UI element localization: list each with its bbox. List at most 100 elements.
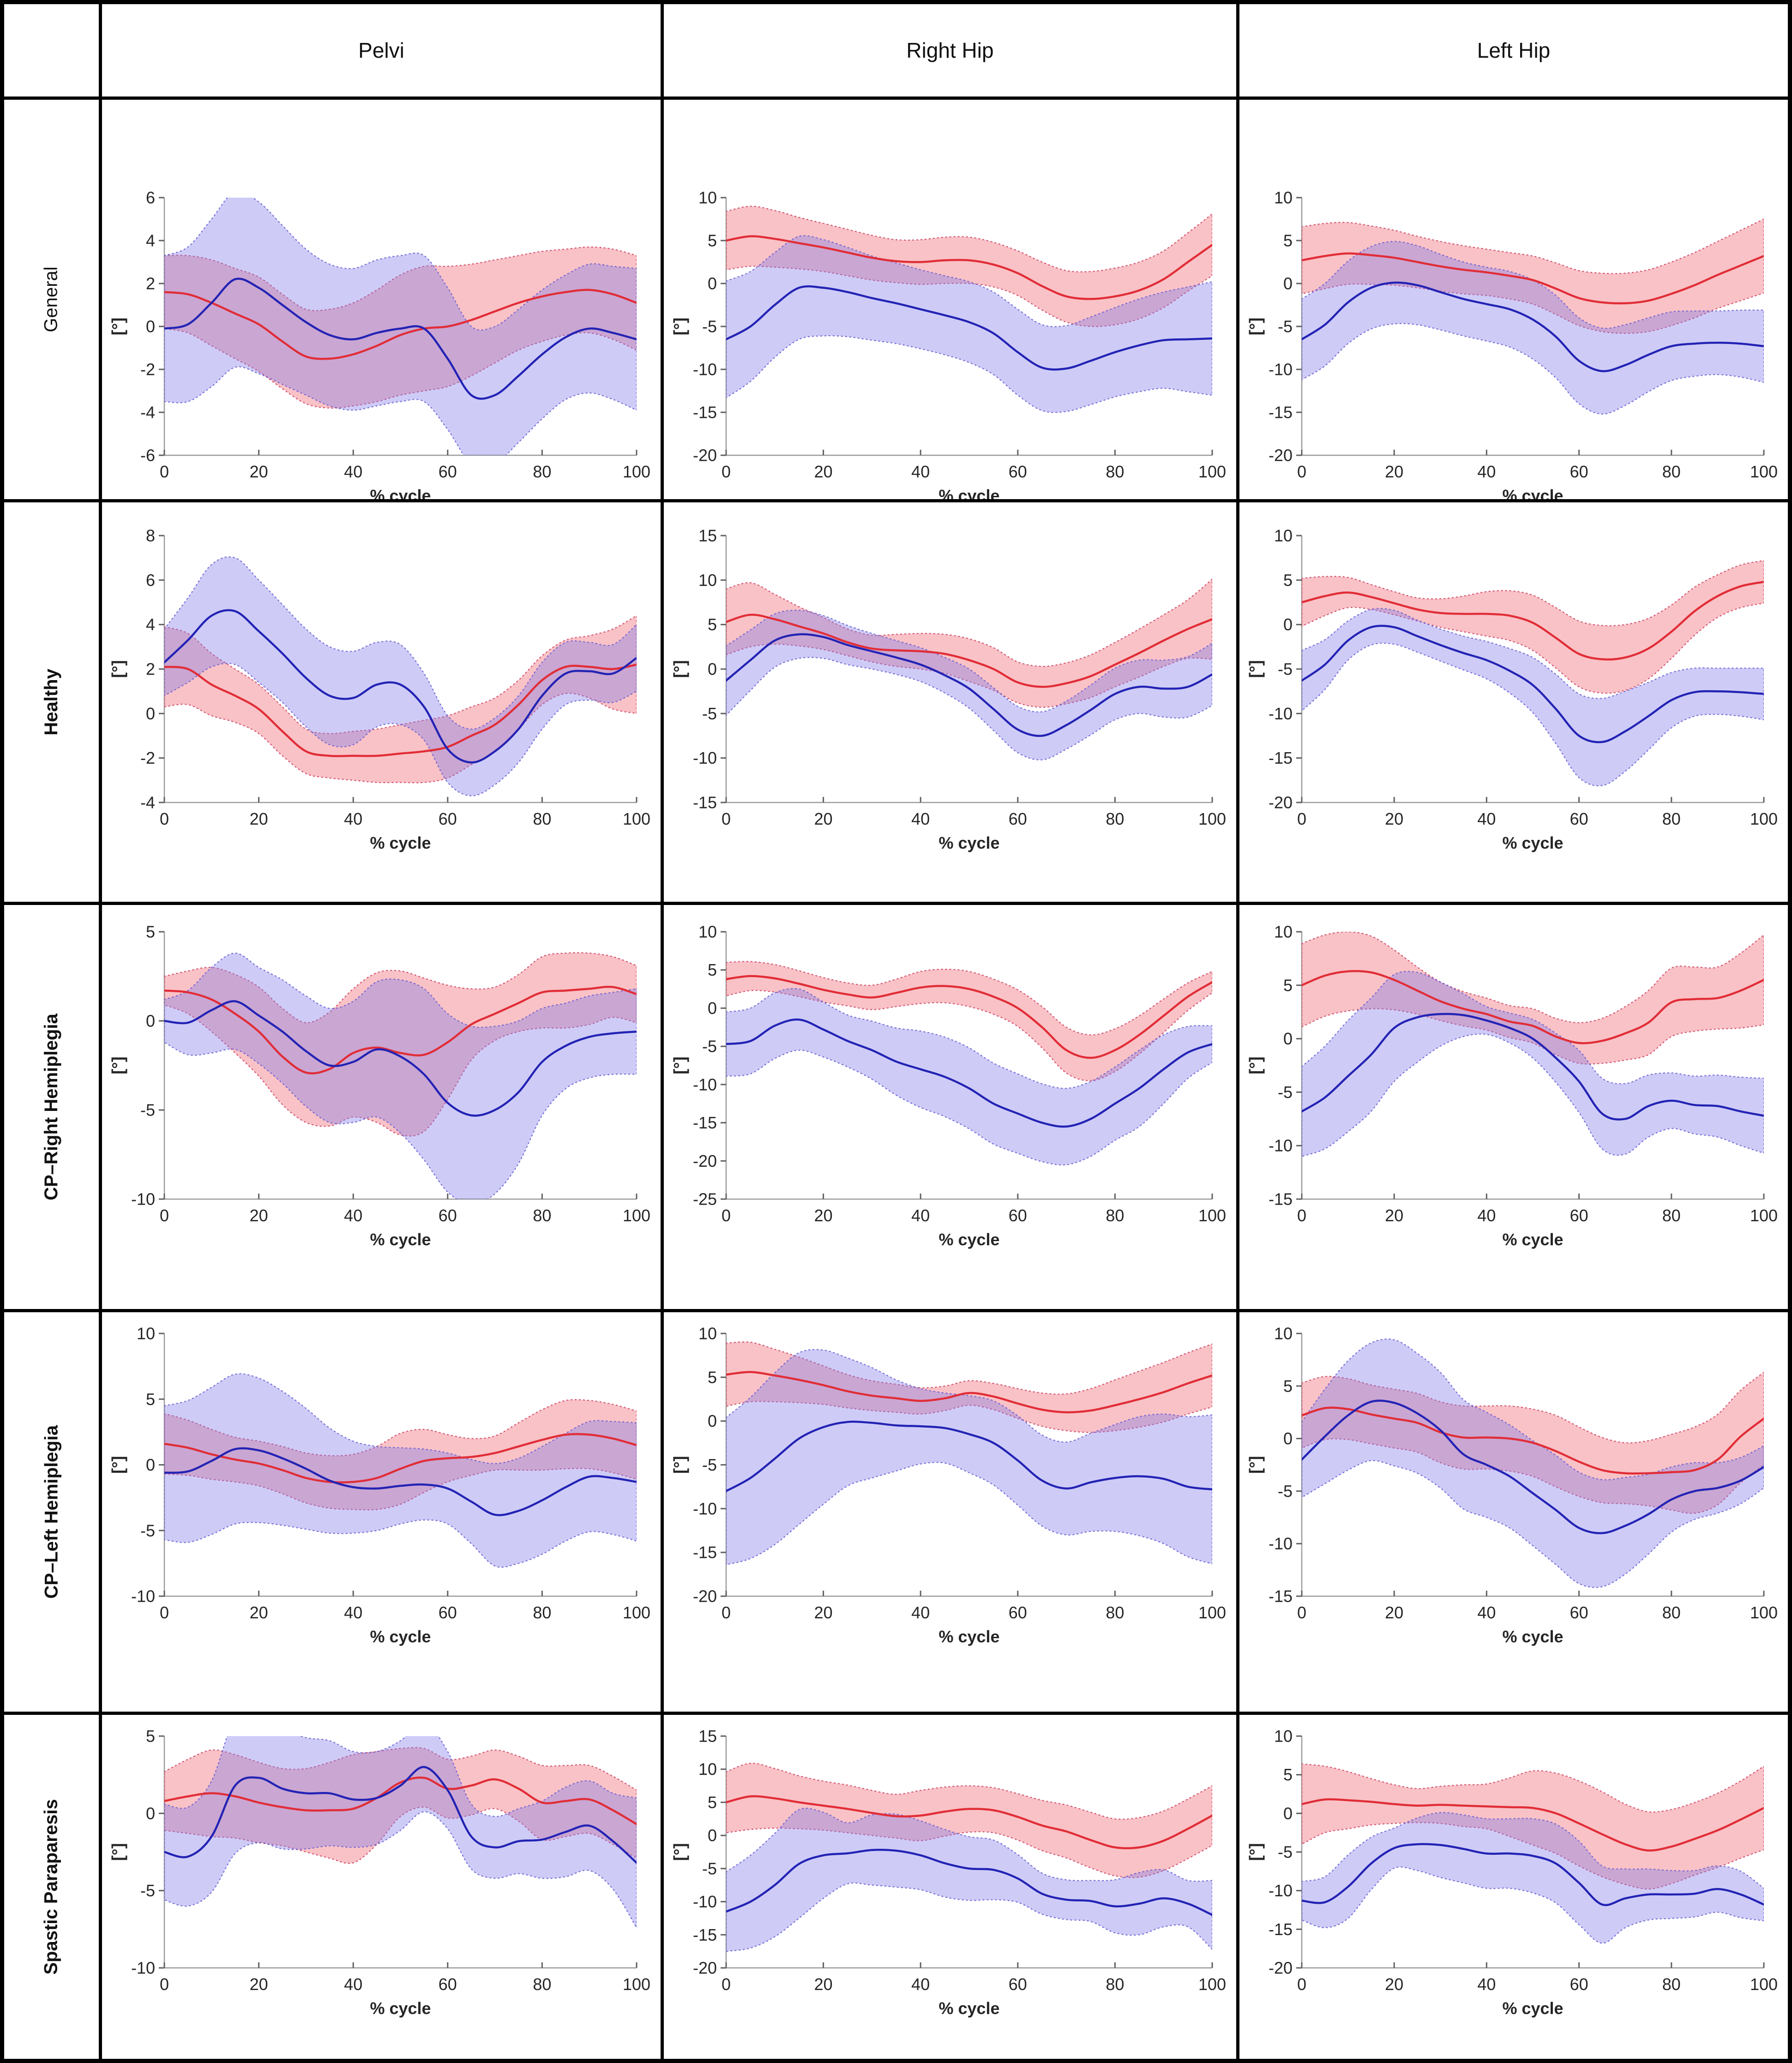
- svg-text:60: 60: [1570, 809, 1588, 828]
- svg-text:40: 40: [911, 809, 930, 828]
- svg-text:0: 0: [160, 1603, 169, 1622]
- svg-text:60: 60: [1570, 1975, 1588, 1994]
- svg-text:-15: -15: [1269, 748, 1293, 767]
- svg-text:60: 60: [1009, 1603, 1027, 1622]
- svg-text:-5: -5: [140, 1101, 155, 1120]
- svg-text:80: 80: [1662, 1206, 1681, 1225]
- svg-text:100: 100: [1198, 1603, 1226, 1622]
- svg-text:% cycle: % cycle: [938, 1230, 999, 1249]
- svg-text:60: 60: [439, 1206, 457, 1225]
- svg-text:[°]: [°]: [108, 318, 127, 335]
- svg-text:[°]: [°]: [1246, 660, 1265, 678]
- svg-text:0: 0: [1283, 274, 1293, 293]
- svg-text:% cycle: % cycle: [370, 1230, 431, 1249]
- svg-text:0: 0: [1297, 1603, 1306, 1622]
- svg-text:0: 0: [160, 462, 169, 481]
- svg-text:5: 5: [708, 231, 717, 250]
- svg-text:-4: -4: [140, 793, 155, 812]
- svg-text:60: 60: [1009, 1206, 1027, 1225]
- svg-text:0: 0: [722, 1975, 731, 1994]
- svg-text:15: 15: [698, 526, 717, 545]
- svg-text:100: 100: [1750, 1603, 1778, 1622]
- column-header-label: Right Hip: [906, 38, 994, 62]
- svg-text:-20: -20: [1269, 446, 1293, 465]
- svg-text:0: 0: [146, 1455, 155, 1474]
- svg-text:10: 10: [1274, 1324, 1293, 1343]
- svg-text:-15: -15: [1269, 1190, 1293, 1209]
- svg-text:80: 80: [533, 1206, 551, 1225]
- corner-cell: [4, 4, 99, 97]
- svg-text:40: 40: [344, 1206, 362, 1225]
- svg-text:20: 20: [814, 809, 833, 828]
- svg-text:[°]: [°]: [108, 660, 127, 678]
- svg-text:-5: -5: [1278, 660, 1293, 679]
- svg-text:40: 40: [1477, 462, 1496, 481]
- svg-text:-5: -5: [1278, 1482, 1293, 1501]
- svg-text:60: 60: [439, 809, 457, 828]
- svg-text:80: 80: [533, 809, 551, 828]
- svg-text:[°]: [°]: [1246, 1056, 1265, 1074]
- svg-text:10: 10: [698, 188, 717, 207]
- svg-text:[°]: [°]: [670, 1456, 689, 1473]
- svg-text:-5: -5: [1278, 317, 1293, 336]
- svg-text:20: 20: [814, 1603, 833, 1622]
- svg-text:0: 0: [146, 704, 155, 723]
- svg-text:% cycle: % cycle: [938, 486, 999, 499]
- svg-text:10: 10: [698, 923, 717, 941]
- svg-text:[°]: [°]: [108, 1456, 127, 1473]
- column-header-right-hip: Right Hip: [664, 4, 1236, 97]
- svg-text:10: 10: [137, 1324, 155, 1343]
- svg-text:4: 4: [146, 231, 155, 250]
- row-label-cp-right-hemiplegia: CP–Right Hemiplegia: [4, 905, 99, 1309]
- svg-text:[°]: [°]: [108, 1843, 127, 1861]
- row-label-text: CP–Right Hemiplegia: [41, 1013, 62, 1200]
- svg-text:40: 40: [1477, 1603, 1496, 1622]
- svg-text:5: 5: [1283, 231, 1293, 250]
- chart-spastic-pelvi: -10 -5 0 5 0 20 40 60 80 100 % cycle [°]: [108, 1727, 650, 2018]
- svg-text:60: 60: [439, 1975, 457, 1994]
- svg-text:15: 15: [698, 1727, 717, 1746]
- plot-cell-cp-right-right-hip: -25 -20 -15 -10 -5 0 5 10 0 20 40 60 80 100% cycle [°]: [664, 905, 1236, 1309]
- svg-text:5: 5: [708, 1368, 717, 1387]
- svg-text:-20: -20: [1269, 1959, 1293, 1978]
- svg-text:20: 20: [1385, 462, 1403, 481]
- svg-text:40: 40: [1477, 1975, 1496, 1994]
- svg-text:0: 0: [1283, 1804, 1293, 1823]
- svg-text:% cycle: % cycle: [1502, 833, 1563, 852]
- svg-text:% cycle: % cycle: [1502, 486, 1563, 499]
- svg-text:100: 100: [623, 1975, 650, 1994]
- svg-text:-5: -5: [702, 1037, 717, 1056]
- svg-text:% cycle: % cycle: [938, 1627, 999, 1646]
- svg-text:0: 0: [1297, 462, 1306, 481]
- svg-text:100: 100: [1198, 1975, 1226, 1994]
- svg-text:-10: -10: [1269, 704, 1293, 723]
- svg-text:80: 80: [1106, 1975, 1124, 1994]
- svg-text:[°]: [°]: [670, 1056, 689, 1074]
- svg-text:-15: -15: [693, 1543, 717, 1562]
- row-label-text: Healthy: [41, 669, 61, 736]
- svg-text:0: 0: [708, 274, 717, 293]
- column-header-pelvi: Pelvi: [102, 4, 661, 97]
- svg-text:% cycle: % cycle: [938, 833, 999, 852]
- svg-text:-15: -15: [693, 793, 717, 812]
- svg-text:40: 40: [344, 809, 362, 828]
- svg-text:20: 20: [250, 1603, 268, 1622]
- svg-text:20: 20: [1385, 1603, 1403, 1622]
- svg-text:5: 5: [1283, 1376, 1293, 1395]
- svg-text:-10: -10: [693, 1075, 717, 1094]
- svg-text:10: 10: [1274, 1727, 1293, 1746]
- chart-spastic-right-hip: -20 -15 -10 -5 0 5 10 15 0 20 40 60 80 100 % cycle [°]: [670, 1727, 1226, 2018]
- row-label-text: Spastic Paraparesis: [41, 1799, 62, 1975]
- svg-text:-15: -15: [693, 1113, 717, 1132]
- svg-text:60: 60: [1009, 1975, 1027, 1994]
- svg-text:2: 2: [146, 660, 155, 679]
- svg-text:0: 0: [722, 1206, 731, 1225]
- svg-text:5: 5: [1283, 1765, 1293, 1784]
- plot-cell-healthy-pelvi: -4 -2 0 2 4 6 8 0 20 40 60 80 100% cycle [°]: [102, 502, 661, 902]
- svg-text:-10: -10: [131, 1587, 155, 1606]
- svg-text:[°]: [°]: [1246, 1843, 1265, 1861]
